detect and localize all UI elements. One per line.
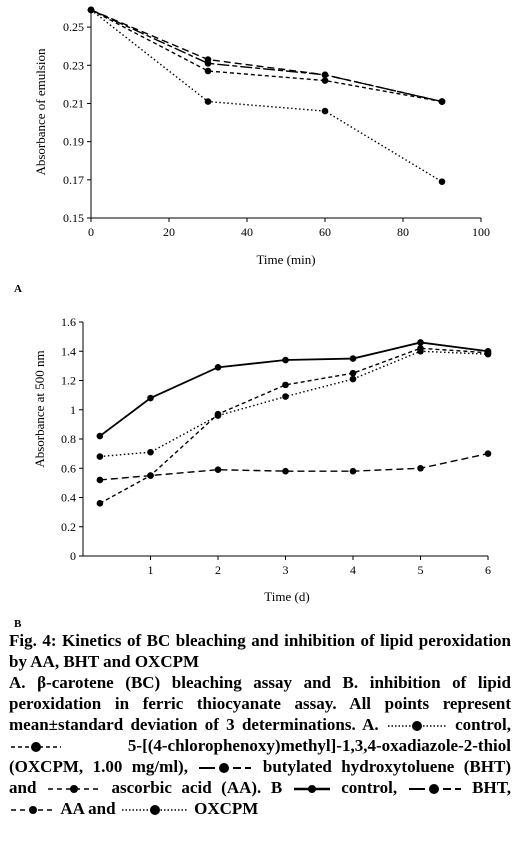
legend-b-bht-symbol [408,784,461,795]
data-point-aa [349,369,357,377]
data-point-control [321,107,329,115]
series-line-aa [90,9,443,103]
legend-a-control-symbol [387,721,446,732]
data-point-bht [204,60,212,67]
data-point-oxcpm [484,350,492,358]
series-line-oxcpm [99,350,489,458]
data-point-control [214,364,222,371]
data-point-oxcpm [147,448,154,456]
data-point-control [96,432,104,440]
legend-a-aa-label: ascorbic acid (AA). B [111,778,283,797]
chart-a-series [87,6,446,186]
legend-b-aa-label: AA and [60,799,116,818]
y-tick-label: 1.4 [61,344,76,358]
data-point-aa [282,381,289,389]
chart-b-xlabel: Time (d) [264,589,309,604]
legend-a-bht-label: butylated hydroxytoluene (BHT) and [9,757,511,797]
x-tick-label: 100 [472,225,490,239]
y-tick-label: 0 [70,549,76,563]
data-point-bht [349,467,357,475]
legend-a-bht-symbol [199,763,252,774]
x-tick-label: 6 [485,563,491,577]
data-point-bht [417,464,424,472]
data-point-bht [214,466,222,474]
y-tick-label: 1.6 [61,315,76,329]
data-point-bht [321,71,329,79]
legend-b-control-label: control, [341,778,398,797]
legend-b-bht-label: BHT, [472,778,512,797]
caption-title: Fig. 4: Kinetics of BC bleaching and inh… [9,631,511,671]
legend-b-oxcpm-label: OXCPM [194,799,259,818]
x-tick-label: 0 [88,225,94,239]
series-line-bht [99,452,489,481]
data-point-aa [438,98,446,105]
legend-b-oxcpm-symbol [121,805,188,816]
x-tick-label: 3 [283,563,289,577]
chart-a-axes: 0.15 0.17 0.19 0.21 0.23 0.25 0 20 40 60 80 100 [63,8,490,239]
chart-a: 0.15 0.17 0.19 0.21 0.23 0.25 0 20 40 60 80 100 Tim… [33,6,490,267]
chart-b-series [96,339,492,507]
data-point-bht [484,450,492,457]
legend-a-control-label: control, [455,715,511,734]
data-point-control [204,98,212,105]
x-tick-label: 60 [319,225,331,239]
data-point-aa [321,77,329,84]
series-line-control [99,341,489,437]
data-point-oxcpm [282,393,289,400]
data-point-bht [282,467,289,475]
y-tick-label: 1.2 [61,374,76,388]
y-tick-label: 0.25 [63,20,84,34]
data-point-oxcpm [349,375,357,383]
chart-b-ylabel: Absorbance at 500 nm [32,350,47,467]
x-tick-label: 40 [241,225,253,239]
data-point-control [417,339,424,346]
y-tick-label: 0.19 [63,135,84,149]
legend-b-control-symbol [293,785,330,794]
figure-caption: Fig. 4: Kinetics of BC bleaching and inh… [9,630,511,819]
x-tick-label: 1 [148,563,154,577]
series-line-bht [90,9,443,103]
y-tick-label: 0.6 [61,461,76,475]
x-tick-label: 20 [163,225,175,239]
y-tick-label: 0.15 [63,211,84,225]
chart-b-axes: 0 0.2 0.4 0.6 0.8 1 1.2 1.4 1.6 1 2 3 4 5 6 [61,315,491,577]
data-point-oxcpm [96,453,104,460]
y-tick-label: 0.23 [63,58,84,72]
x-tick-label: 5 [418,563,424,577]
legend-a-aa-symbol [47,785,100,794]
x-tick-label: 2 [215,563,221,577]
panel-label-b: B [14,618,22,630]
chart-b: 0 0.2 0.4 0.6 0.8 1 1.2 1.4 1.6 1 2 3 4 5 6 Time (d) A… [32,315,492,604]
data-point-bht [96,476,104,484]
legend-a-oxcpm-symbol [11,742,61,753]
legend-a-oxcpm-label: 5-[(4-chlorophenoxy)methyl]-1,3,4-oxadia… [9,736,511,776]
y-tick-label: 0.2 [61,520,76,534]
y-tick-label: 0.21 [63,96,84,110]
series-line-control [90,9,443,183]
chart-a-ylabel: Absorbance of emulsion [33,48,48,176]
y-tick-label: 1 [70,403,76,417]
x-tick-label: 4 [350,563,356,577]
data-point-aa [147,472,154,479]
data-point-control [349,355,357,362]
data-point-control [438,178,446,186]
series-line-oxcpm [90,9,443,103]
data-point-control [147,394,154,402]
y-tick-label: 0.8 [61,432,76,446]
series-line-aa [99,347,489,504]
panel-label-a: A [14,283,22,295]
data-point-aa [87,6,95,14]
data-point-oxcpm [214,412,222,419]
y-tick-label: 0.17 [63,173,84,187]
data-point-control [282,356,289,364]
data-point-aa [204,67,212,75]
caption-line1: A. β-carotene (BC) bleaching assay and B… [9,673,511,734]
caption-body: A. β-carotene (BC) bleaching assay and B… [9,672,511,819]
x-tick-label: 80 [397,225,409,239]
legend-b-aa-symbol [11,806,55,815]
chart-a-xlabel: Time (min) [256,252,315,267]
data-point-oxcpm [417,347,424,355]
y-tick-label: 0.4 [61,491,76,505]
data-point-aa [96,500,104,507]
